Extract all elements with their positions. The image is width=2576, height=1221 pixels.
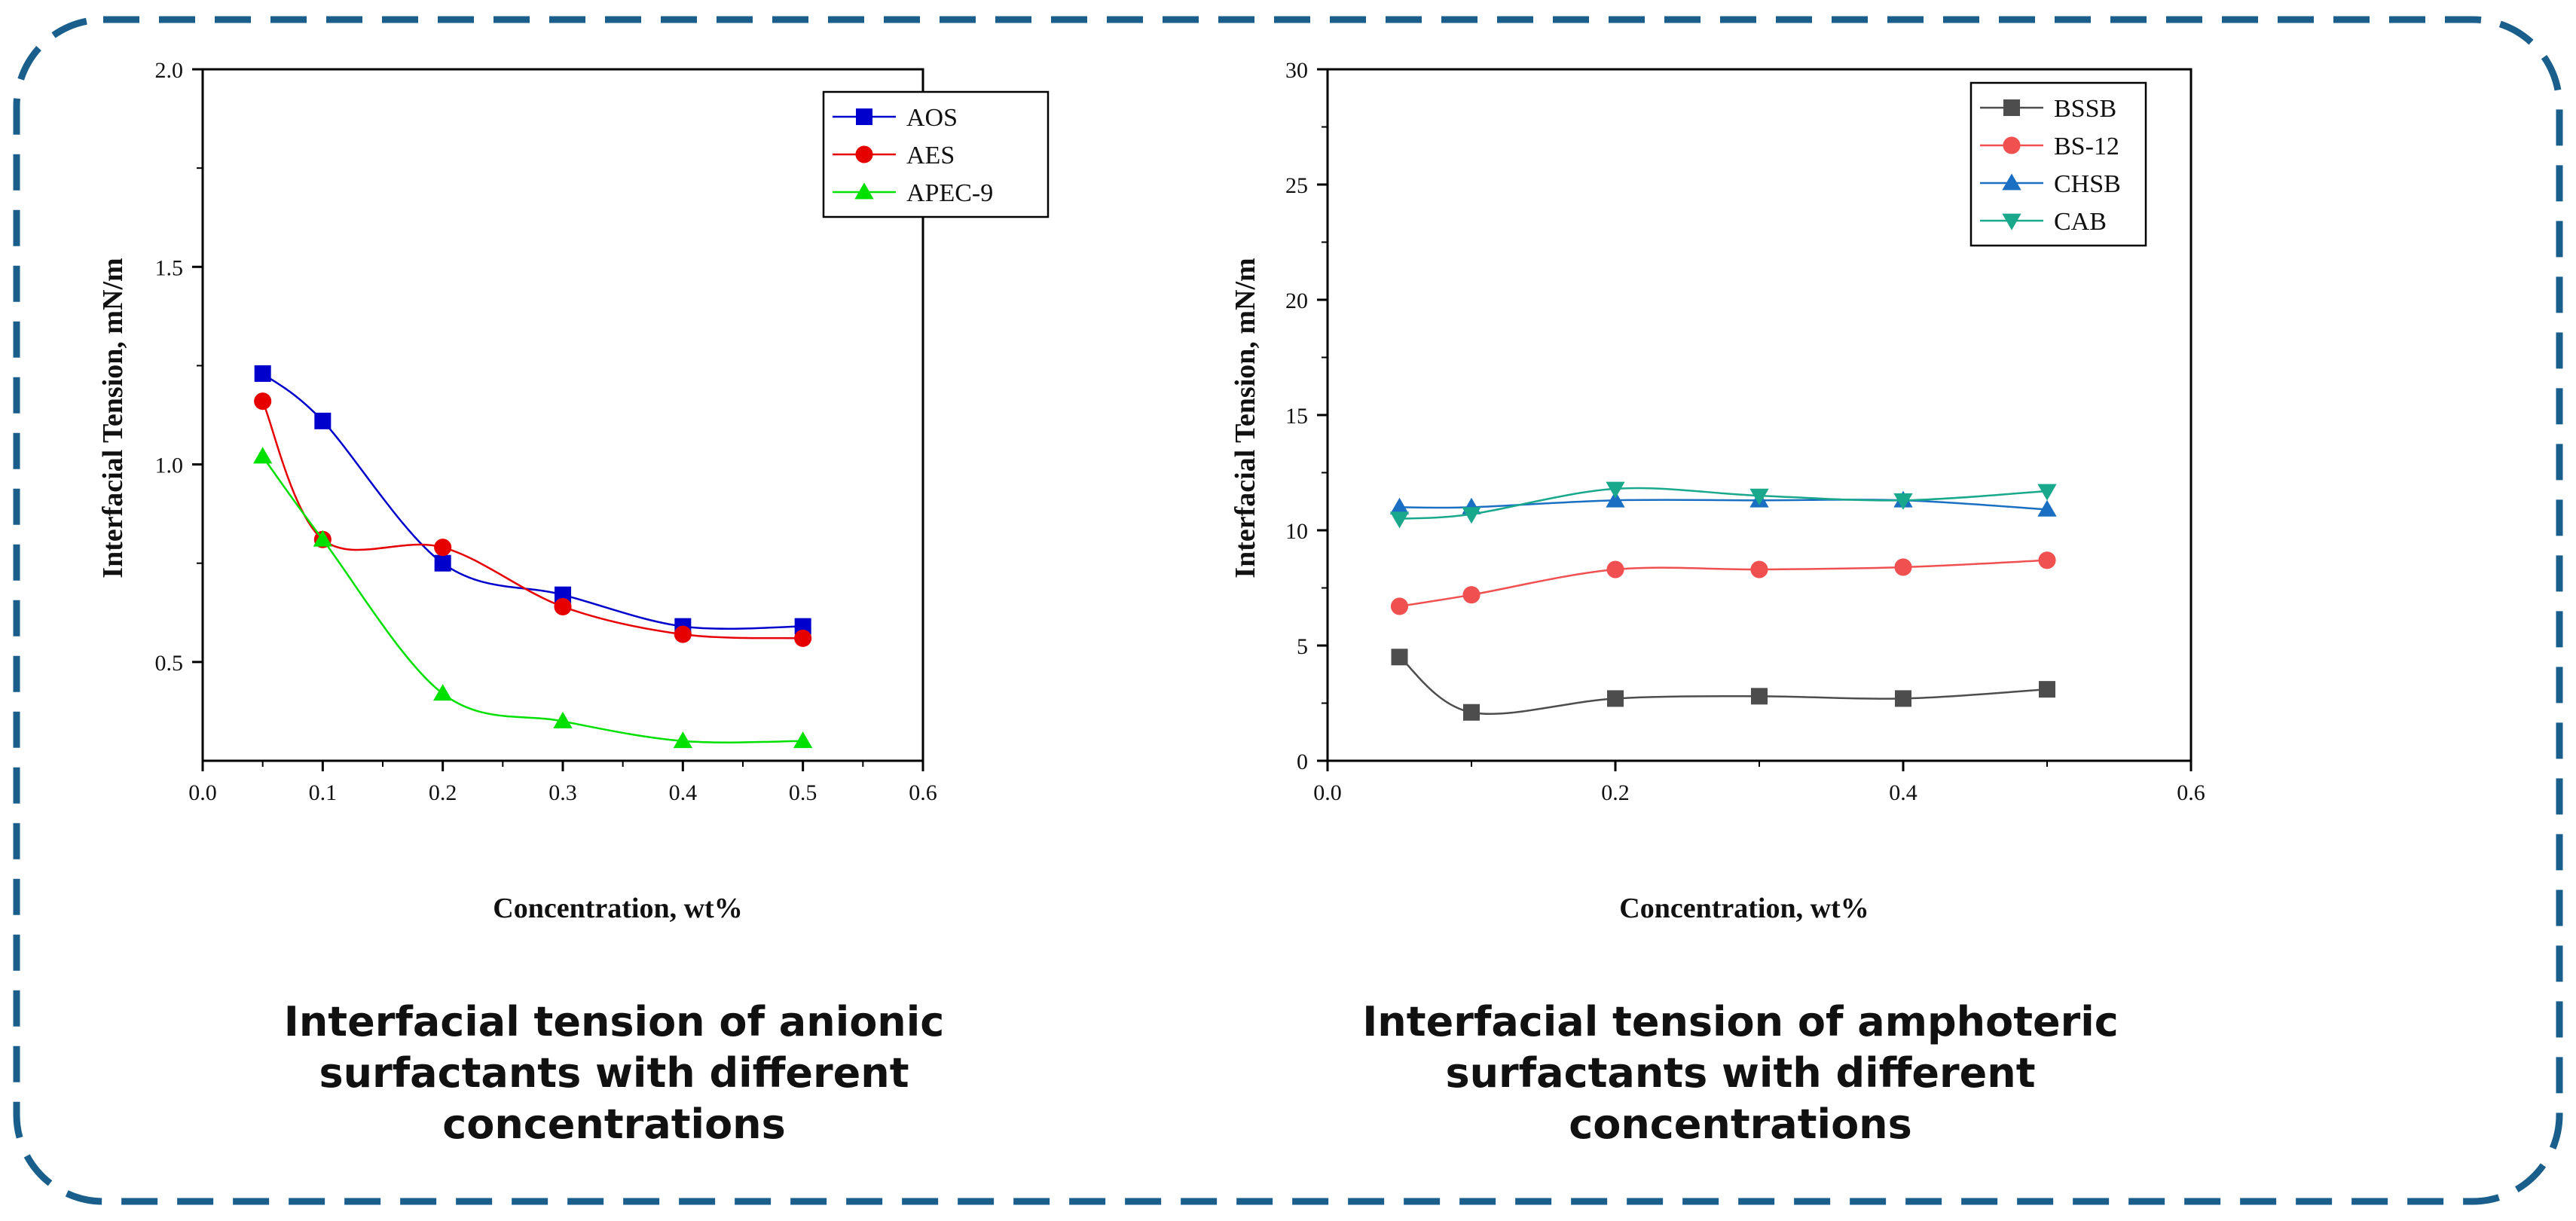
data-point-cab: [1893, 493, 1913, 510]
y-tick-label: 5: [1297, 634, 1308, 659]
data-point-bssb: [2039, 681, 2055, 698]
data-point-bs-12: [1606, 560, 1624, 578]
legend-label-chsb: CHSB: [2054, 170, 2121, 198]
data-point-bs-12: [1894, 558, 1912, 576]
x-tick-label: 0.2: [429, 780, 457, 805]
data-point-aes: [254, 392, 272, 411]
y-axis-title: Interfacial Tension, mN/m: [97, 258, 129, 578]
data-point-apec-9: [253, 447, 273, 464]
y-tick-label: 1.0: [155, 453, 184, 478]
legend-marker-bs-12: [2003, 136, 2021, 154]
data-point-aos: [555, 586, 571, 603]
data-point-bssb: [1895, 690, 1911, 707]
x-axis-title: Concentration, wt%: [493, 893, 742, 924]
x-tick-label: 0.6: [2177, 780, 2205, 805]
y-tick-label: 25: [1285, 173, 1308, 198]
legend-label-bssb: BSSB: [2054, 95, 2116, 123]
data-point-aes: [554, 597, 572, 615]
x-tick-label: 0.0: [188, 780, 217, 805]
plot-area-frame: [201, 68, 924, 762]
legend-marker-aes: [855, 145, 873, 163]
x-axis-title: Concentration, wt%: [1619, 893, 1869, 924]
series-line-aes: [261, 401, 803, 639]
data-point-aes: [434, 539, 452, 557]
legend-marker-apec-9: [854, 182, 874, 200]
legend-label-cab: CAB: [2054, 208, 2107, 236]
data-point-chsb: [1606, 490, 1625, 508]
data-point-cab: [1606, 481, 1625, 499]
data-point-cab: [1749, 488, 1769, 505]
caption-line-1: Interfacial tension of amphoteric: [1362, 998, 2119, 1045]
caption-line-2: surfactants with different: [1445, 1049, 2035, 1097]
y-tick-label: 15: [1285, 404, 1308, 429]
data-point-bssb: [1607, 690, 1624, 707]
y-tick-label: 0: [1297, 749, 1308, 774]
caption-line-1: Interfacial tension of anionic: [284, 998, 945, 1045]
data-point-aos: [254, 365, 271, 382]
x-tick-label: 0.4: [669, 780, 698, 805]
data-point-apec-9: [313, 530, 332, 547]
y-tick-label: 1.5: [155, 255, 184, 280]
series-line-chsb: [1399, 499, 2048, 511]
data-point-bs-12: [1390, 597, 1409, 615]
data-point-aos: [314, 412, 332, 429]
data-point-apec-9: [793, 731, 813, 749]
y-axis-title: Interfacial Tension, mN/m: [1230, 258, 1261, 578]
data-point-chsb: [2037, 499, 2057, 517]
data-point-bssb: [1463, 704, 1480, 721]
x-tick-label: 0.5: [789, 780, 817, 805]
caption-line-3: concentrations: [442, 1100, 786, 1148]
data-point-bssb: [1751, 688, 1768, 705]
chart-amphoteric: 0.0 0.2 0.4 0.6 0 5 10 15 20 25 30 BSSB BS-12 CHSB CA…: [1230, 58, 2205, 1148]
chart-anionic: 0.0 0.1 0.2 0.3 0.4 0.5 0.6 0.5 1.0 1.5 2.0 AOS AES…: [97, 58, 1050, 1148]
data-point-apec-9: [673, 731, 692, 749]
legend-anionic: AOS AES APEC-9: [822, 90, 1050, 218]
x-tick-label: 0.1: [309, 780, 338, 805]
x-tick-label: 0.2: [1601, 780, 1630, 805]
data-point-cab: [2037, 484, 2057, 501]
legend-marker-bssb: [2003, 99, 2020, 116]
y-tick-label: 2.0: [155, 58, 184, 83]
data-point-bs-12: [2038, 551, 2056, 569]
x-tick-label: 0.4: [1889, 780, 1917, 805]
legend-marker-chsb: [2002, 173, 2021, 191]
legend-marker-aos: [856, 108, 872, 125]
dashed-frame: [13, 16, 2563, 1205]
legend-label-apec-9: APEC-9: [906, 179, 993, 207]
legend-label-aes: AES: [906, 142, 955, 169]
legend-label-bs-12: BS-12: [2054, 133, 2119, 160]
data-point-cab: [1462, 507, 1481, 524]
data-point-chsb: [1389, 497, 1410, 514]
y-tick-label: 20: [1285, 288, 1308, 313]
caption-line-2: surfactants with different: [319, 1049, 909, 1097]
data-point-cab: [1389, 511, 1410, 529]
legend-box: [1969, 81, 2147, 247]
data-point-aos: [794, 618, 811, 635]
y-tick-label: 0.5: [155, 651, 184, 676]
series-line-bs-12: [1399, 559, 2048, 608]
legend-label-aos: AOS: [906, 104, 958, 132]
y-tick-label: 30: [1285, 58, 1308, 83]
legend-marker-cab: [2002, 213, 2021, 230]
y-tick-label: 10: [1285, 519, 1308, 544]
caption-line-3: concentrations: [1569, 1100, 1912, 1148]
x-tick-label: 0.6: [909, 780, 937, 805]
series-line-bssb: [1398, 656, 2048, 716]
x-tick-label: 0.3: [549, 780, 577, 805]
series-line-apec-9: [261, 456, 803, 743]
data-point-aes: [674, 625, 692, 643]
data-point-bs-12: [1750, 560, 1768, 578]
data-point-bssb: [1391, 649, 1408, 666]
data-point-aos: [434, 554, 451, 572]
data-point-apec-9: [433, 684, 453, 701]
series-line-aos: [261, 372, 803, 630]
x-tick-label: 0.0: [1313, 780, 1342, 805]
data-point-aes: [794, 629, 812, 647]
legend-amphoteric: BSSB BS-12 CHSB CAB: [1969, 81, 2147, 247]
data-point-bs-12: [1462, 586, 1481, 604]
data-point-apec-9: [553, 711, 573, 728]
